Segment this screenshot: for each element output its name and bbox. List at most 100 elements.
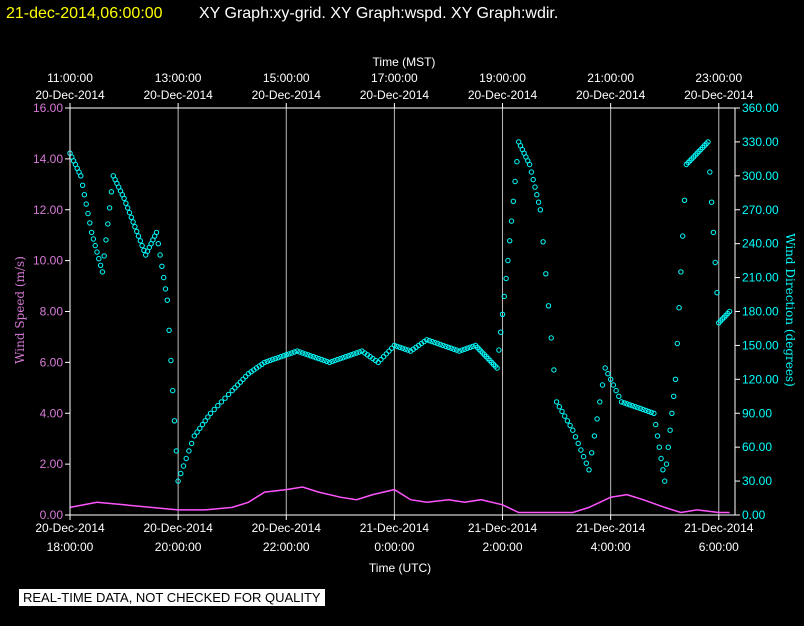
wind-direction-point (96, 256, 102, 262)
top-tick-time: 23:00:00 (695, 71, 742, 85)
wind-direction-point (648, 409, 654, 415)
wind-direction-point (714, 290, 720, 296)
wind-direction-point (508, 218, 515, 224)
wind-direction-point (545, 303, 552, 309)
wind-direction-point (654, 433, 661, 439)
wind-direction-point (726, 308, 733, 315)
wind-direction-point (453, 347, 460, 353)
wind-direction-point (126, 209, 133, 216)
wind-direction-point (141, 247, 147, 254)
wind-direction-point (705, 139, 711, 145)
wind-direction-point (378, 356, 384, 363)
right-tick-label: 60.00 (742, 440, 772, 454)
wind-direction-point (494, 365, 500, 371)
wind-direction-point (334, 356, 341, 363)
wind-direction-point (383, 351, 389, 357)
right-tick-label: 0.00 (742, 508, 766, 522)
wind-direction-point (326, 359, 333, 366)
left-tick-label: 12.00 (33, 203, 63, 217)
wind-direction-point (589, 450, 595, 456)
wind-direction-point (375, 359, 381, 366)
wind-direction-point (205, 414, 211, 420)
wind-direction-point (432, 339, 438, 346)
wind-direction-point (456, 348, 462, 354)
wind-direction-point (297, 349, 303, 355)
wind-direction-point (583, 460, 589, 466)
wind-direction-point (356, 349, 362, 355)
bottom-tick-time: 18:00:00 (47, 540, 94, 554)
wind-direction-point (232, 385, 238, 391)
wind-direction-point (218, 399, 225, 405)
wind-direction-point (137, 238, 144, 244)
wind-direction-point (551, 367, 557, 373)
wind-direction-point (605, 371, 611, 377)
top-tick-time: 13:00:00 (155, 71, 202, 85)
wind-direction-point (272, 355, 279, 362)
bottom-tick-date: 21-Dec-2014 (360, 521, 430, 535)
wind-direction-point (83, 201, 89, 207)
wind-direction-point (613, 387, 619, 394)
wind-direction-point (429, 338, 435, 345)
wind-direction-point (526, 161, 533, 168)
wind-direction-point (175, 478, 181, 484)
wind-direction-point (507, 238, 513, 244)
wind-direction-point (186, 448, 192, 454)
top-tick-date: 20-Dec-2014 (143, 88, 213, 102)
wind-direction-point (99, 269, 106, 275)
wind-direction-point (681, 197, 688, 204)
wind-direction-point (92, 242, 98, 249)
wind-direction-point (211, 406, 217, 413)
wind-direction-point (318, 356, 325, 363)
left-tick-label: 6.00 (40, 355, 64, 369)
wind-direction-point (329, 358, 335, 365)
wind-direction-point (78, 173, 84, 179)
wind-direction-point (171, 418, 178, 424)
wind-direction-point (302, 351, 308, 357)
wind-direction-point (94, 249, 100, 255)
wind-direction-point (459, 347, 465, 353)
wind-direction-point (294, 348, 300, 354)
wind-direction-point (503, 275, 509, 282)
top-tick-time: 17:00:00 (371, 71, 418, 85)
bottom-axis-title: Time (UTC) (369, 561, 431, 575)
bottom-tick-date: 21-Dec-2014 (684, 521, 754, 535)
wind-direction-point (234, 382, 241, 388)
wind-direction-point (321, 357, 327, 364)
wind-direction-point (389, 345, 395, 351)
wind-direction-point (291, 349, 298, 355)
top-tick-date: 20-Dec-2014 (468, 88, 538, 102)
wind-direction-point (676, 305, 682, 311)
wind-direction-point (645, 408, 652, 415)
right-tick-label: 150.00 (742, 338, 779, 352)
top-tick-time: 11:00:00 (47, 71, 93, 85)
wind-direction-point (275, 355, 281, 361)
wind-direction-point (197, 425, 203, 431)
wind-direction-point (553, 399, 560, 405)
wind-direction-point (653, 421, 659, 428)
wind-direction-point (243, 373, 249, 380)
wind-direction-point (559, 408, 565, 415)
top-axis-title: Time (MST) (373, 55, 436, 69)
wind-direction-series (67, 139, 733, 484)
wind-direction-point (380, 354, 387, 360)
wind-direction-point (608, 376, 614, 382)
wind-direction-point (166, 327, 172, 333)
wind-direction-point (391, 342, 398, 349)
bottom-tick-date: 20-Dec-2014 (35, 521, 105, 535)
wind-direction-point (707, 169, 713, 175)
wind-direction-point (624, 401, 630, 407)
left-tick-label: 14.00 (33, 152, 63, 166)
wind-direction-point (602, 365, 608, 371)
wind-direction-point (496, 347, 502, 353)
wind-direction-point (183, 455, 189, 462)
wind-direction-point (667, 427, 673, 433)
wind-direction-point (501, 293, 507, 300)
wind-direction-point (134, 228, 140, 235)
wind-direction-point (81, 192, 88, 198)
wind-direction-point (101, 253, 107, 259)
plot-frame (65, 103, 740, 520)
title-date-stamp: 21-dec-2014,06:00:00 (6, 5, 163, 22)
wind-direction-point (173, 448, 180, 454)
wind-direction-point (324, 358, 330, 365)
bottom-tick-date: 20-Dec-2014 (143, 521, 213, 535)
